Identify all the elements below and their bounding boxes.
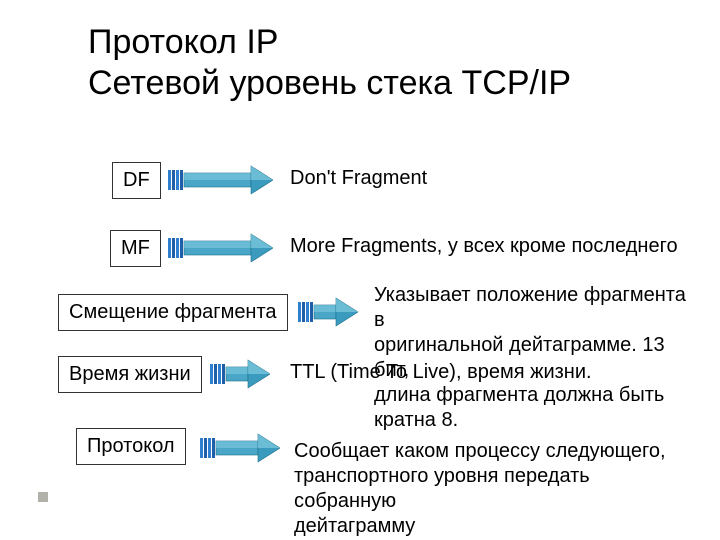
box-df-label: DF	[123, 169, 150, 191]
desc-protocol: Сообщает каком процессу следующего, тран…	[294, 414, 694, 539]
arrow-icon	[210, 358, 270, 390]
slide-title: Протокол IP Сетевой уровень стека TCP/IP	[88, 22, 571, 104]
desc-protocol-text: Сообщает каком процессу следующего, тран…	[294, 440, 666, 537]
arrow-ttl	[210, 358, 270, 395]
box-offset-label: Смещение фрагмента	[69, 301, 277, 323]
arrow-icon	[168, 232, 273, 264]
box-protocol-label: Протокол	[87, 435, 175, 457]
box-protocol: Протокол	[76, 428, 186, 465]
desc-df-text: Don't Fragment	[290, 167, 427, 189]
box-ttl-label: Время жизни	[69, 363, 191, 385]
desc-mf-text: More Fragments, у всех кроме последнего	[290, 235, 678, 257]
box-ttl: Время жизни	[58, 356, 202, 393]
box-df: DF	[112, 162, 161, 199]
box-offset: Смещение фрагмента	[58, 294, 288, 331]
arrow-icon	[168, 164, 273, 196]
box-mf-label: MF	[121, 237, 150, 259]
title-line2: Сетевой уровень стека TCP/IP	[88, 64, 571, 102]
title-line1: Протокол IP	[88, 23, 278, 61]
arrow-mf	[168, 232, 273, 269]
desc-ttl: TTL (Time To Live), время жизни.	[290, 360, 592, 385]
arrow-protocol	[200, 432, 280, 469]
desc-offset: Указывает положение фрагмента в оригинал…	[374, 258, 694, 433]
arrow-icon	[200, 432, 280, 464]
desc-df: Don't Fragment	[290, 166, 427, 191]
footer-bullet-icon	[38, 492, 48, 502]
desc-ttl-text: TTL (Time To Live), время жизни.	[290, 361, 592, 383]
arrow-offset	[298, 296, 358, 333]
desc-offset-text: Указывает положение фрагмента в оригинал…	[374, 284, 686, 431]
box-mf: MF	[110, 230, 161, 267]
arrow-icon	[298, 296, 358, 328]
arrow-df	[168, 164, 273, 201]
desc-mf: More Fragments, у всех кроме последнего	[290, 234, 678, 259]
